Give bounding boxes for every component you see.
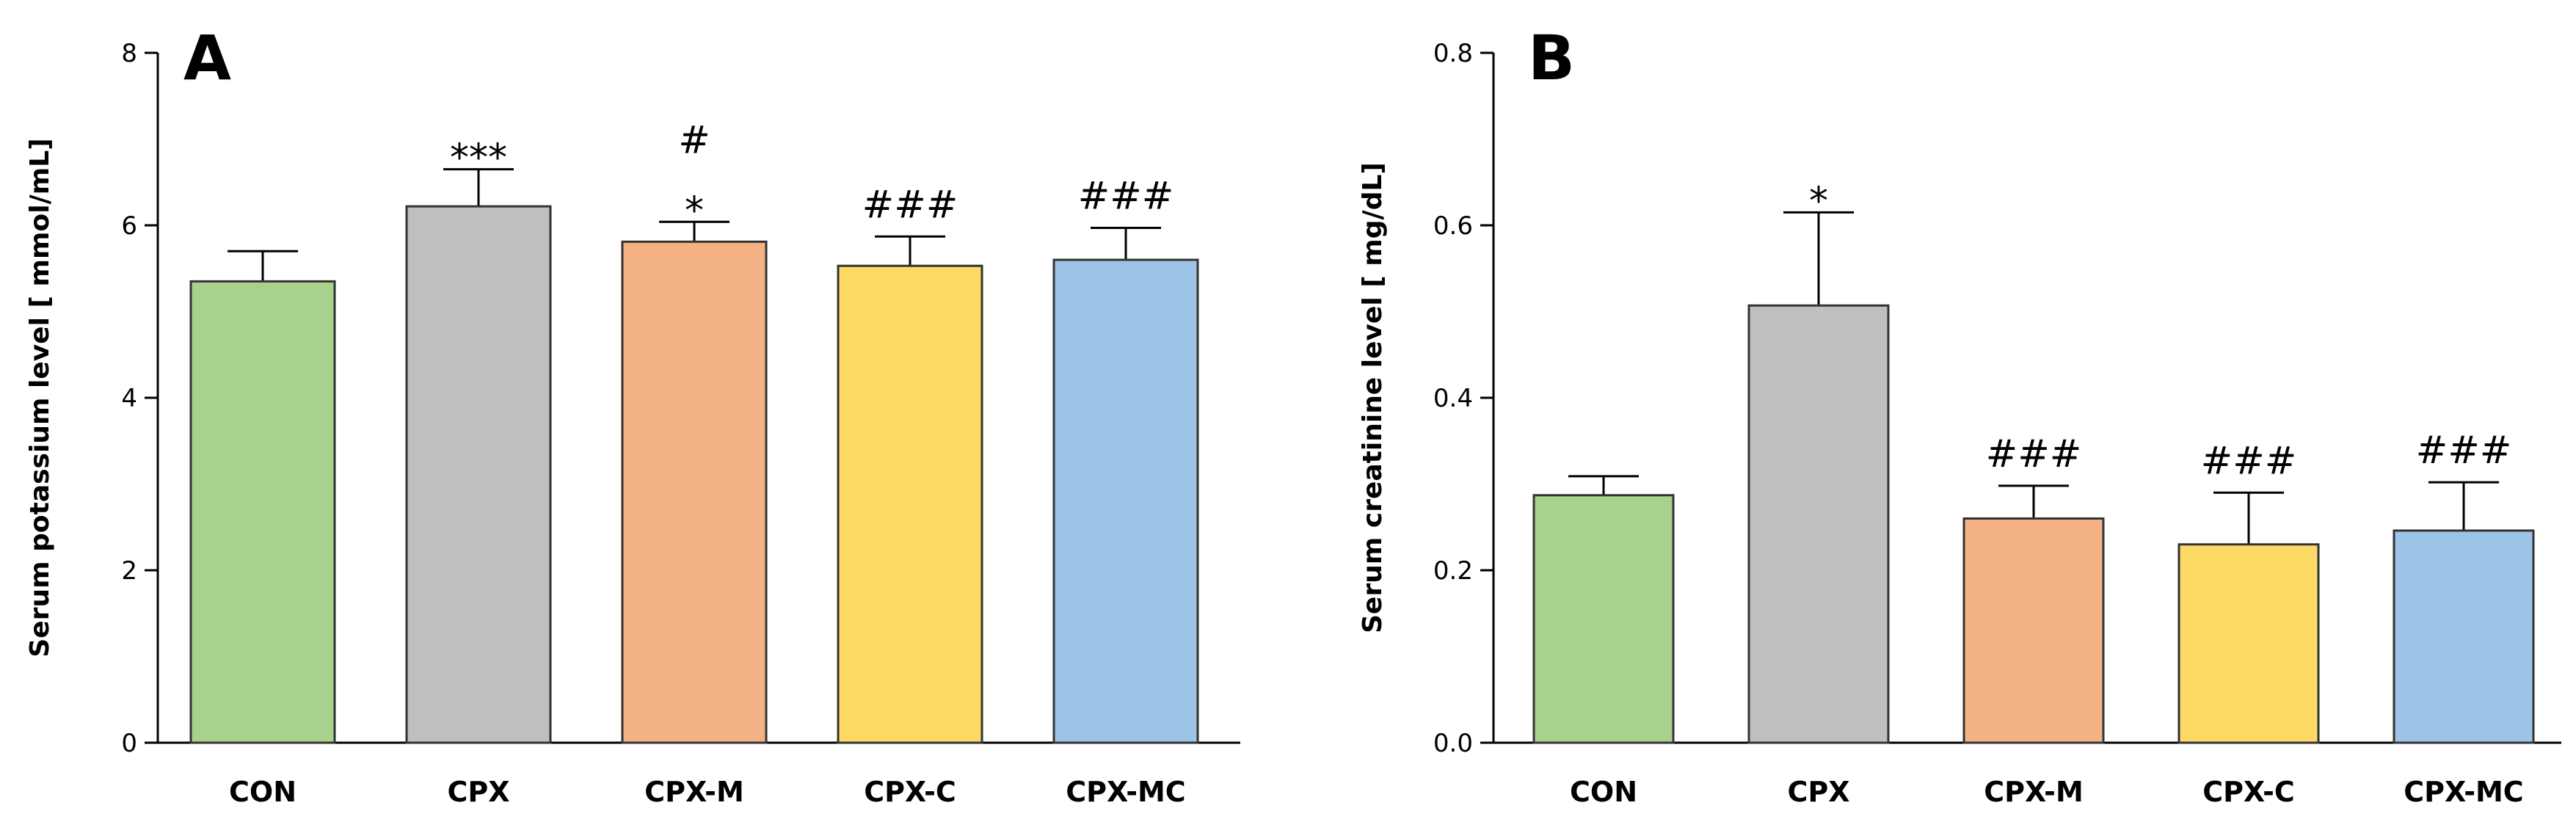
y-tick-label: 0.2: [1433, 556, 1473, 586]
panel-letter: A: [183, 22, 231, 94]
x-category-label: CPX: [447, 776, 509, 808]
significance-label-cpx: ***: [450, 137, 507, 181]
bar-con: [1532, 494, 1675, 744]
significance-label-cpx-mc: ###: [2416, 429, 2512, 473]
y-tick-label: 0.0: [1433, 729, 1473, 758]
bar-cpx-mc: [2393, 529, 2535, 744]
x-category-label: CPX-M: [644, 776, 744, 808]
bar-con: [189, 280, 336, 744]
y-tick-label: 8: [121, 39, 137, 68]
significance-label-cpx: *: [1809, 179, 1828, 223]
y-tick-label: 6: [121, 211, 137, 241]
y-axis-title: Serum potassium level [ mmol/mL]: [25, 138, 55, 657]
bar-cpx-mc: [1052, 258, 1199, 744]
y-tick-label: 0.4: [1433, 384, 1473, 413]
y-tick-label: 0.8: [1433, 39, 1473, 68]
x-category-label: CPX-MC: [1066, 776, 1185, 808]
y-tick-label: 0: [121, 729, 137, 758]
significance-label-cpx-m: *: [685, 189, 704, 233]
y-tick-label: 0.6: [1433, 211, 1473, 241]
bar-cpx-c: [837, 264, 983, 744]
x-category-label: CON: [229, 776, 296, 808]
y-tick-label: 4: [121, 384, 137, 413]
bar-cpx-m: [621, 240, 768, 744]
significance-label-cpx-c: ###: [2201, 439, 2297, 483]
significance-label-cpx-c: ###: [862, 183, 958, 227]
x-category-label: CON: [1570, 776, 1637, 808]
significance-label-cpx-m: ###: [1986, 432, 2082, 476]
x-category-label: CPX-M: [1984, 776, 2084, 808]
bar-cpx-c: [2177, 543, 2320, 744]
bar-cpx: [1747, 304, 1890, 744]
panel-letter: B: [1528, 22, 1575, 94]
bar-cpx-m: [1962, 517, 2105, 744]
x-category-label: CPX-C: [864, 776, 956, 808]
y-tick-label: 2: [121, 556, 137, 586]
y-axis-title: Serum creatinine level [ mg/dL]: [1358, 162, 1388, 633]
panel-a-chart: 0 2 4 6 8 Serum potassium level [ mmol/mL] A CO…: [25, 22, 1240, 808]
panel-b-chart: 0.0 0.2 0.4 0.6 0.8 Serum creatinine level [ …: [1358, 22, 2561, 808]
x-category-label: CPX-MC: [2404, 776, 2523, 808]
significance-label-cpx-m: #: [678, 118, 710, 162]
significance-label-cpx-mc: ###: [1078, 175, 1174, 219]
bar-cpx: [405, 205, 552, 744]
x-category-label: CPX: [1787, 776, 1849, 808]
x-category-label: CPX-C: [2202, 776, 2295, 808]
